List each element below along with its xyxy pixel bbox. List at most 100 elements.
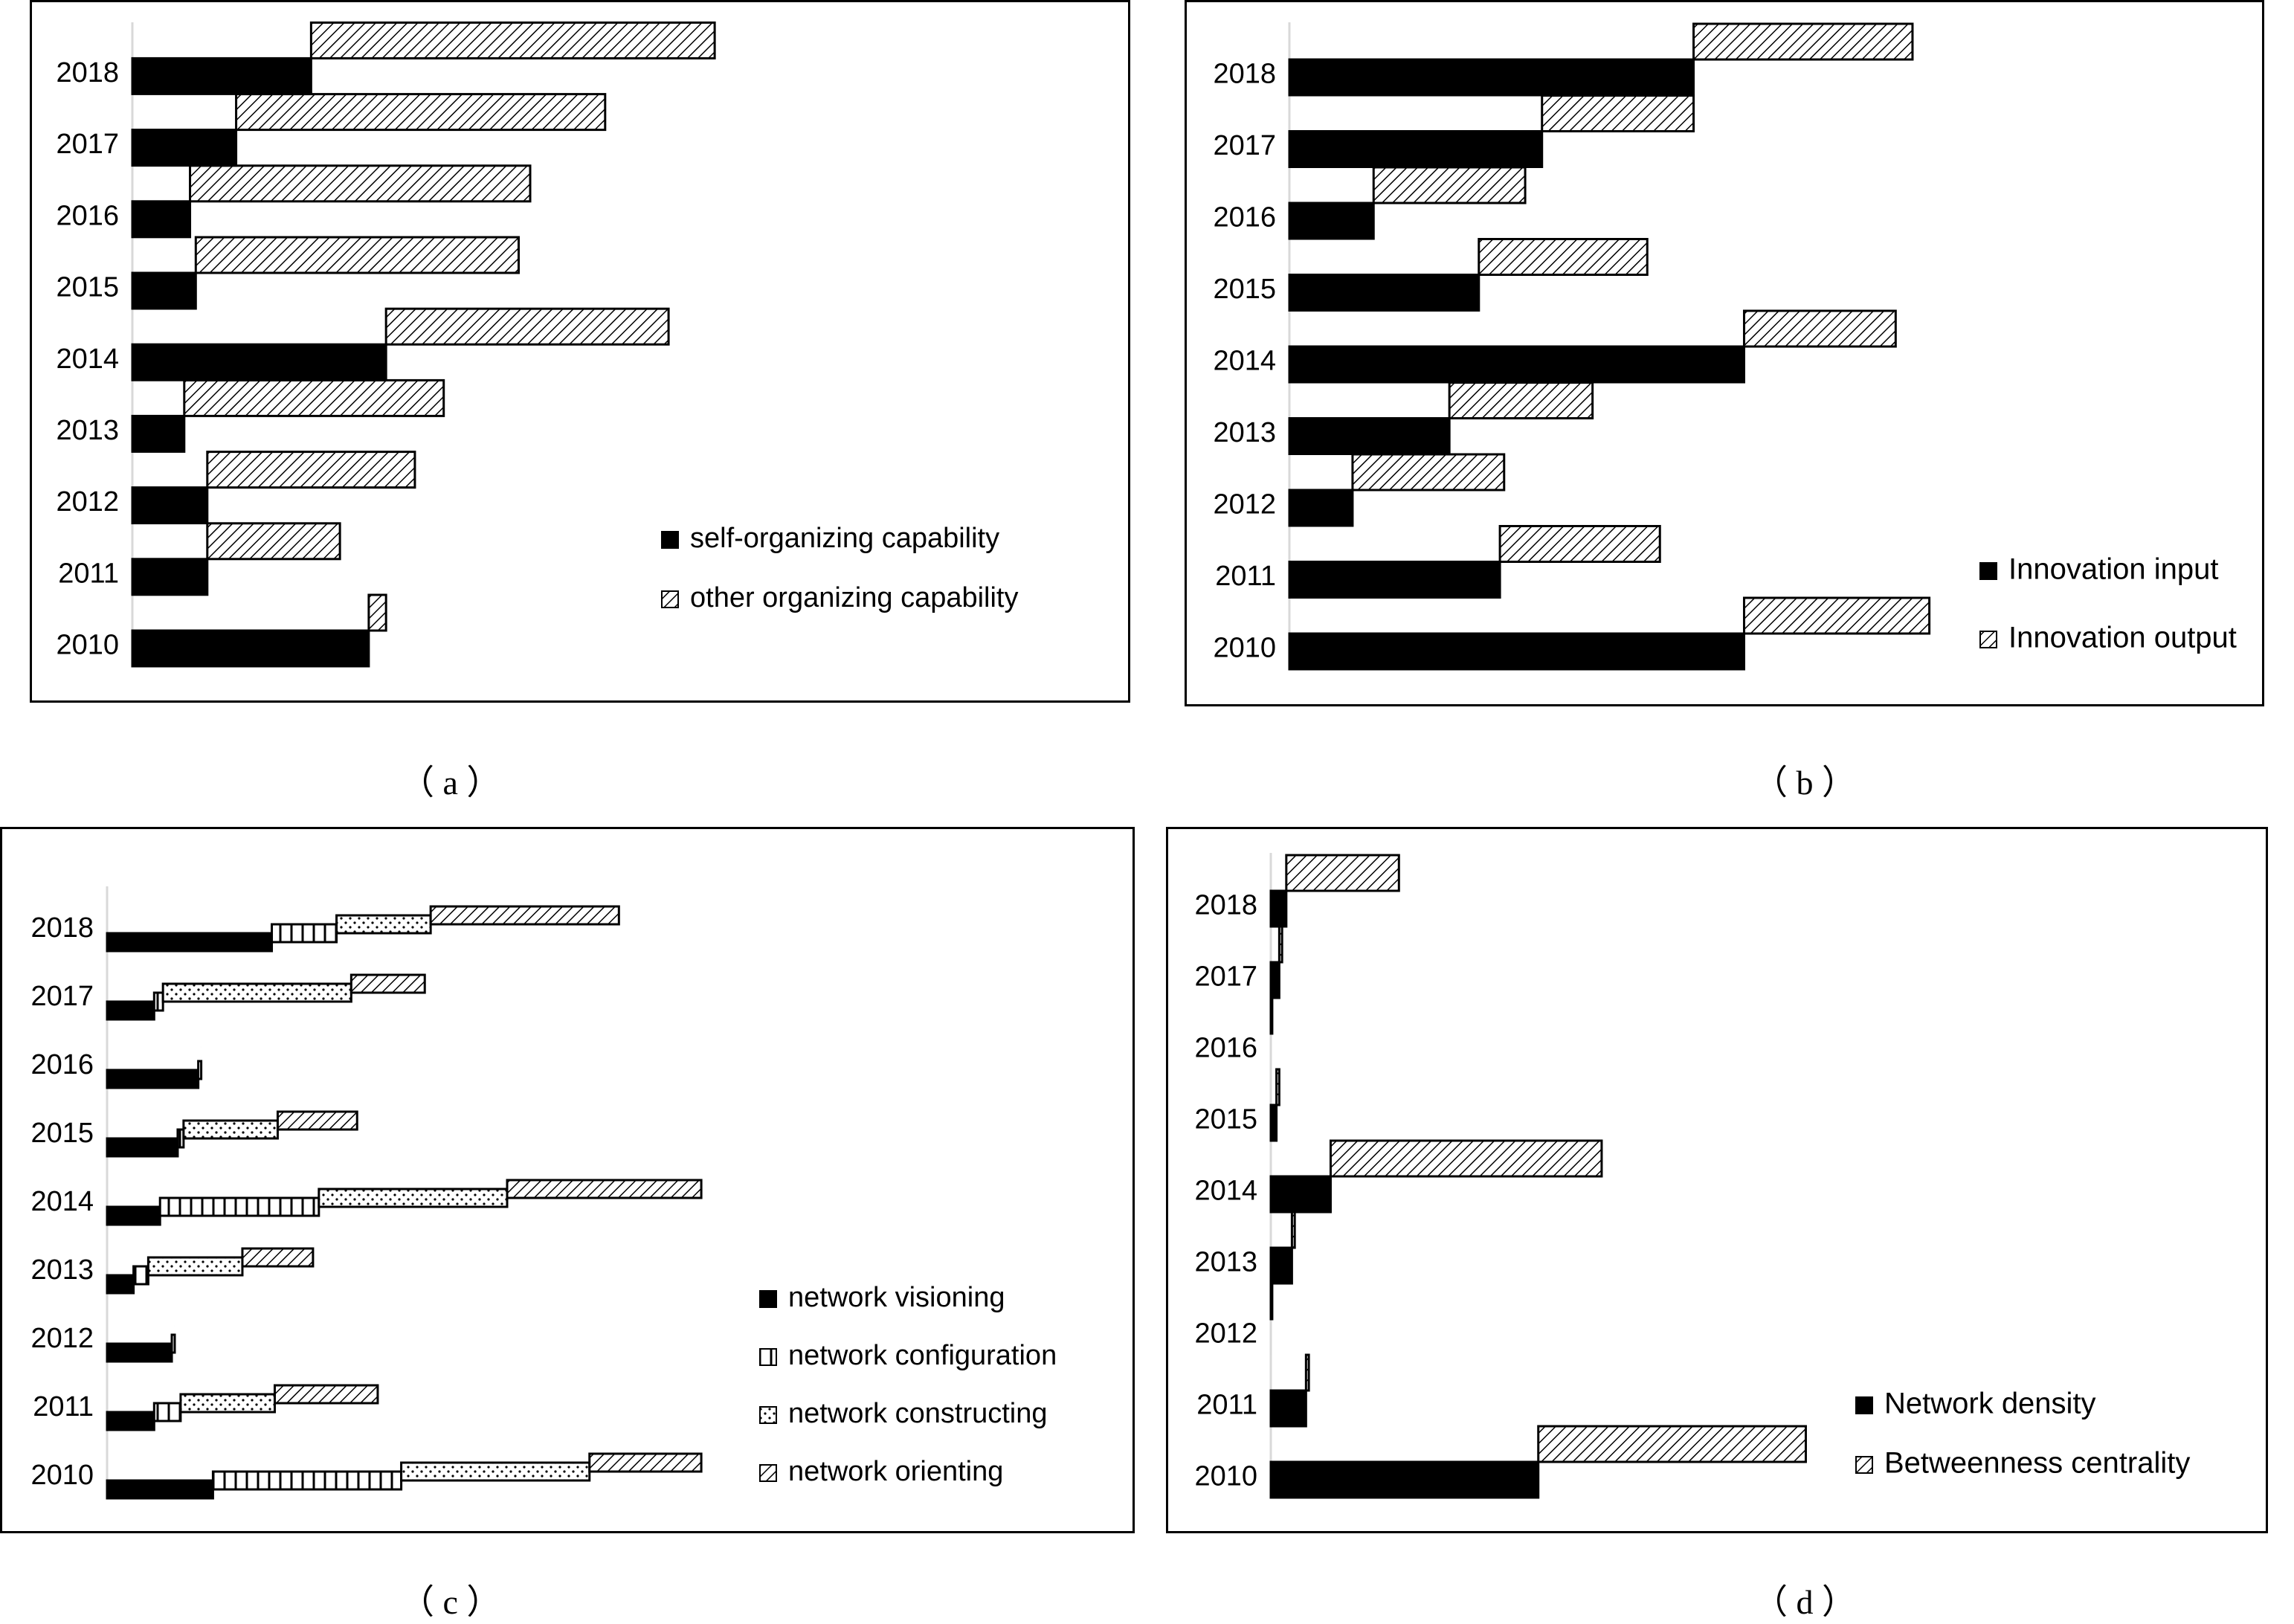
bar-c-network-visioning-2011 [107,1412,154,1430]
y-tick-label-c-2015: 2015 [30,1118,94,1149]
bar-d-betweenness-centrality-2018 [1286,855,1399,891]
y-tick-label-c-2018: 2018 [30,912,94,944]
y-tick-label-a-2017: 2017 [56,129,119,160]
bar-d-betweenness-centrality-2015 [1277,1069,1280,1105]
bar-b-innovation-output-2013 [1449,383,1593,419]
bar-a-self-organizing-capability-2014 [132,344,386,380]
bar-d-network-density-2013 [1271,1248,1292,1283]
y-tick-label-c-2013: 2013 [30,1254,94,1286]
bar-b-innovation-input-2010 [1289,634,1744,669]
bar-c-network-orienting-2011 [274,1385,377,1403]
bar-c-network-orienting-2018 [431,906,619,924]
bar-b-innovation-input-2011 [1289,562,1500,598]
bar-c-network-visioning-2012 [107,1344,172,1362]
y-tick-label-c-2011: 2011 [33,1391,94,1422]
legend-label-self-organizing-capability: self-organizing capability [690,523,999,554]
y-tick-label-b-2011: 2011 [1215,561,1276,592]
bar-a-other-organizing-capability-2017 [236,94,605,130]
legend-swatch-network-orienting [760,1465,776,1481]
legend-label-network-visioning: network visioning [788,1282,1005,1313]
bar-c-network-constructing-2011 [181,1394,275,1412]
y-tick-label-d-2018: 2018 [1194,890,1257,921]
legend-swatch-network-configuration [760,1349,776,1365]
bar-c-network-configuration-2014 [160,1198,319,1216]
y-tick-label-b-2014: 2014 [1213,346,1276,377]
bar-c-network-constructing-2015 [184,1121,278,1138]
legend-swatch-network-constructing [760,1407,776,1423]
bar-b-innovation-input-2015 [1289,275,1479,311]
bar-a-self-organizing-capability-2012 [132,488,207,523]
legend-label-innovation-output: Innovation output [2008,622,2237,654]
bar-a-other-organizing-capability-2010 [369,595,386,631]
y-tick-label-a-2014: 2014 [56,344,119,375]
legend-label-network-configuration: network configuration [788,1340,1057,1371]
bar-a-self-organizing-capability-2010 [132,631,369,666]
bar-c-network-constructing-2010 [402,1463,590,1480]
legend-swatch-network-density [1856,1397,1872,1414]
y-tick-label-d-2011: 2011 [1196,1390,1257,1421]
bar-c-network-configuration-2012 [172,1335,175,1353]
caption-b: （ b ） [1753,755,1856,805]
y-tick-label-d-2010: 2010 [1194,1461,1257,1492]
bar-d-betweenness-centrality-2017 [1279,927,1282,962]
bar-b-innovation-output-2014 [1744,311,1895,347]
bar-c-network-configuration-2010 [213,1472,401,1489]
bar-b-innovation-output-2012 [1353,454,1504,490]
bar-c-network-constructing-2018 [337,915,431,933]
legend-label-innovation-input: Innovation input [2008,553,2218,586]
bar-b-innovation-input-2018 [1289,59,1694,95]
bar-b-innovation-output-2016 [1373,167,1525,203]
y-tick-label-c-2014: 2014 [30,1186,94,1217]
bar-c-network-constructing-2013 [148,1257,242,1275]
bar-a-other-organizing-capability-2014 [386,309,668,344]
bar-d-betweenness-centrality-2010 [1539,1426,1806,1462]
bar-a-self-organizing-capability-2011 [132,559,207,595]
bar-b-innovation-input-2012 [1289,490,1353,526]
legend-label-network-orienting: network orienting [788,1456,1003,1487]
bar-a-other-organizing-capability-2015 [196,237,518,273]
bar-c-network-visioning-2013 [107,1275,134,1293]
bar-b-innovation-input-2016 [1289,203,1373,239]
bar-b-innovation-input-2013 [1289,419,1449,454]
bar-c-network-visioning-2018 [107,933,272,951]
bar-c-network-configuration-2011 [154,1403,181,1421]
bar-d-betweenness-centrality-2016 [1271,998,1272,1034]
chart-svg-c: 201020112012201320142015201620172018netw… [0,827,1135,1533]
bar-d-network-density-2014 [1271,1176,1330,1212]
bar-c-network-visioning-2016 [107,1070,199,1088]
y-tick-label-a-2013: 2013 [56,415,119,446]
legend-swatch-network-visioning [760,1291,776,1307]
bar-d-betweenness-centrality-2013 [1292,1212,1295,1248]
legend-swatch-innovation-input [1980,563,1997,579]
bar-c-network-configuration-2013 [134,1266,149,1284]
bar-b-innovation-input-2014 [1289,347,1744,382]
bar-c-network-configuration-2018 [272,924,337,942]
bar-a-other-organizing-capability-2011 [207,523,340,559]
bar-d-betweenness-centrality-2012 [1271,1283,1272,1319]
bar-b-innovation-input-2017 [1289,132,1542,167]
bar-d-network-density-2011 [1271,1391,1306,1426]
legend-label-network-density: Network density [1884,1388,2096,1420]
y-tick-label-d-2014: 2014 [1194,1176,1257,1207]
bar-a-other-organizing-capability-2012 [207,452,415,488]
y-tick-label-a-2018: 2018 [56,57,119,88]
y-tick-label-d-2013: 2013 [1194,1247,1257,1278]
bar-a-other-organizing-capability-2018 [311,22,715,58]
bar-a-self-organizing-capability-2018 [132,58,311,94]
bar-c-network-configuration-2016 [199,1061,202,1079]
legend-label-betweenness-centrality: Betweenness centrality [1884,1447,2190,1480]
y-tick-label-c-2017: 2017 [30,981,94,1012]
y-tick-label-c-2010: 2010 [30,1460,94,1491]
caption-c: （ c ） [400,1575,500,1624]
bar-c-network-orienting-2015 [277,1112,357,1130]
y-tick-label-c-2012: 2012 [30,1323,94,1354]
bar-d-network-density-2017 [1271,962,1279,998]
y-tick-label-a-2010: 2010 [56,630,119,661]
chart-svg-a: 201020112012201320142015201620172018self… [30,0,1130,703]
bar-a-other-organizing-capability-2016 [190,166,530,202]
bar-c-network-orienting-2014 [507,1180,701,1198]
bar-a-self-organizing-capability-2015 [132,273,196,309]
